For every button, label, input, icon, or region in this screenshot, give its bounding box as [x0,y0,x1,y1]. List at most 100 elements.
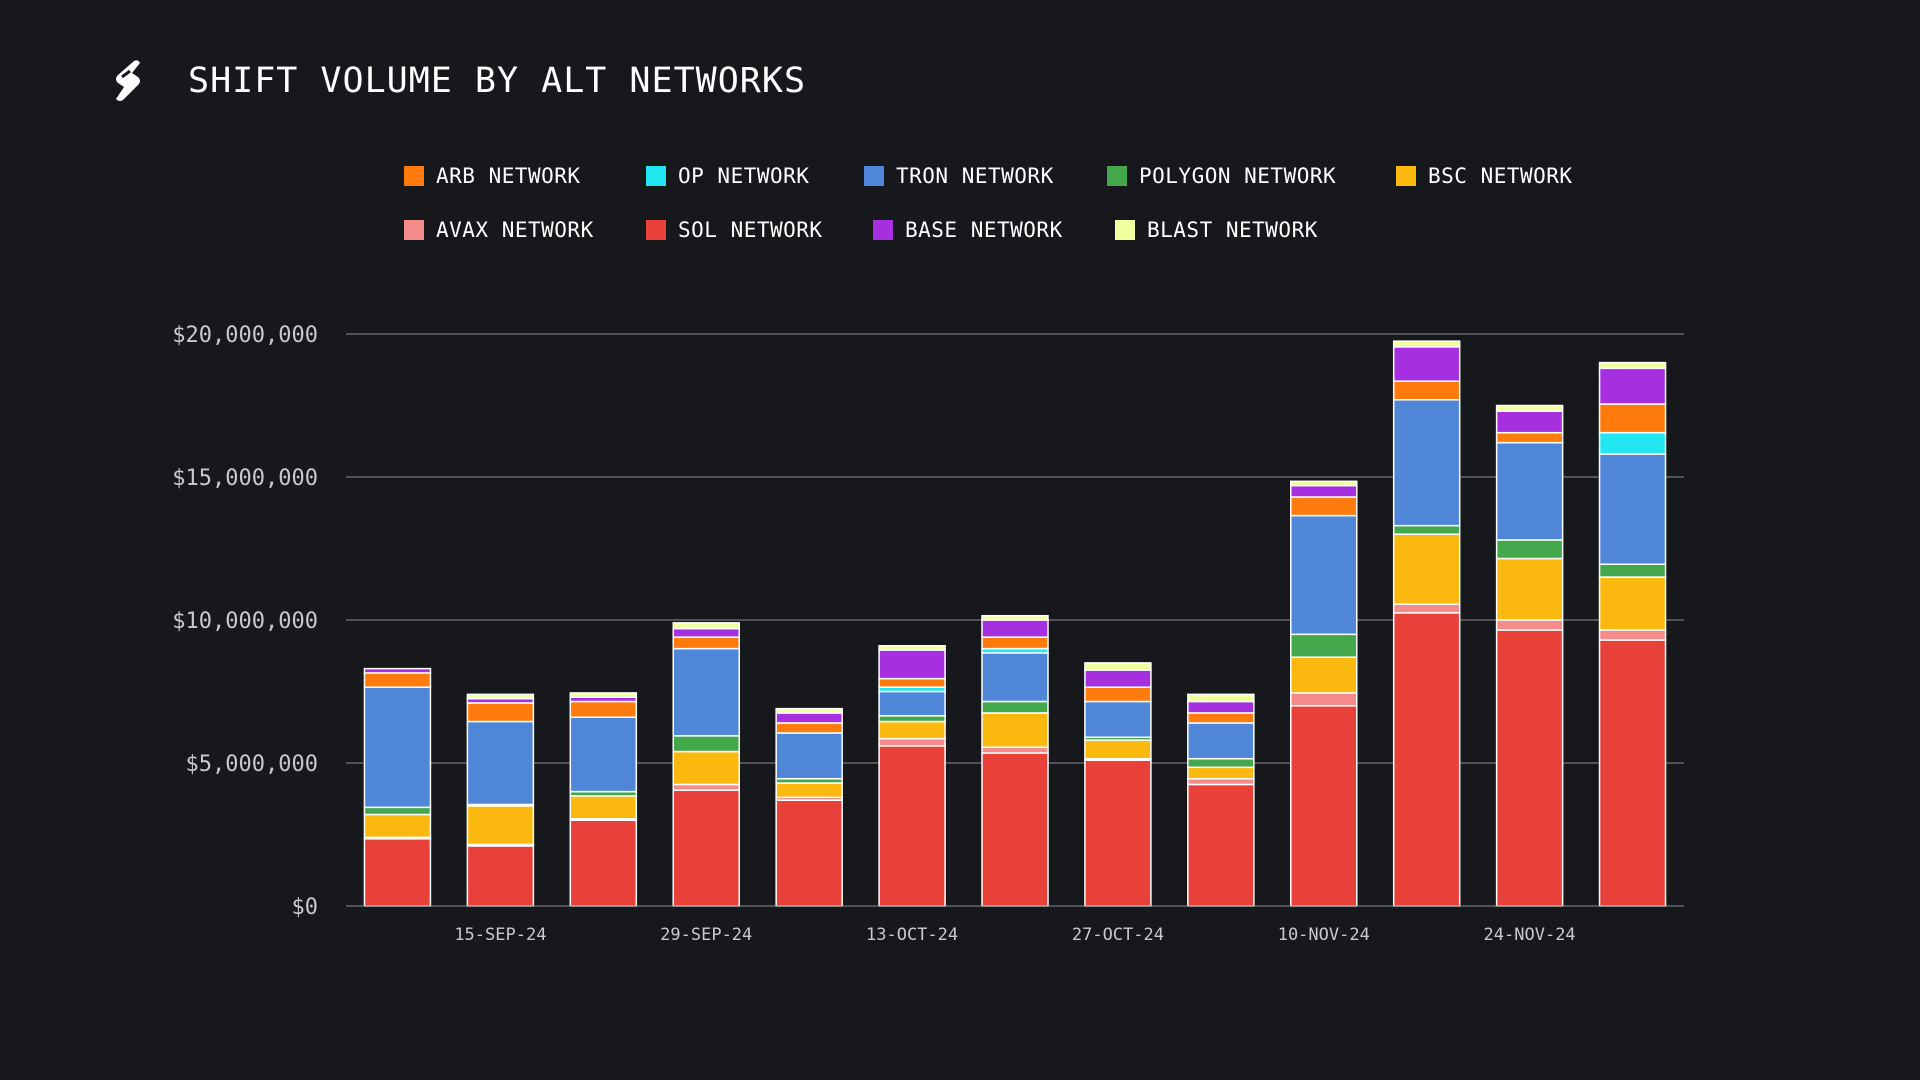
bar-segment[interactable] [878,644,946,651]
bar-segment[interactable] [466,805,535,846]
bar-segment[interactable] [1187,777,1255,786]
legend-item[interactable]: ARB NETWORK [404,156,581,196]
bar-segment[interactable] [981,636,1049,650]
bar-segment[interactable] [1495,557,1564,621]
bar-segment[interactable] [672,647,740,737]
bar-segment[interactable] [878,649,946,680]
bar-segment[interactable] [878,715,946,723]
bar-segment[interactable] [1598,563,1667,578]
bar-segment[interactable] [981,614,1049,621]
bar-segment[interactable] [878,690,946,717]
bar-segment[interactable] [1598,431,1667,455]
bar-segment[interactable] [466,720,535,806]
bar-segment[interactable] [1084,739,1152,760]
bar-segment[interactable] [672,783,740,791]
bar-segment[interactable] [1598,629,1667,641]
bar-segment[interactable] [1290,656,1358,694]
bar-segment[interactable] [775,732,843,780]
bar-segment[interactable] [1084,759,1152,907]
bar-segment[interactable] [1187,757,1255,769]
bar-segment[interactable] [1495,410,1564,434]
bar-segment[interactable] [1392,380,1461,401]
bar-segment[interactable] [1392,399,1461,527]
bar-segment[interactable] [981,700,1049,714]
bar-segment[interactable] [1392,533,1461,606]
bar-segment[interactable] [775,799,843,907]
bar-segment[interactable] [1598,367,1667,405]
bar-segment[interactable] [1598,361,1667,370]
bar-segment[interactable] [569,819,638,907]
bar-segment[interactable] [1187,722,1255,760]
bar-segment[interactable] [1187,700,1255,714]
bar-segment[interactable] [672,622,740,630]
bar-segment[interactable] [775,722,843,734]
bar-segment[interactable] [981,752,1049,907]
bar-segment[interactable] [1084,669,1152,688]
bar-segment[interactable] [1495,404,1564,412]
bar-segment[interactable] [1392,340,1461,348]
bar-segment[interactable] [466,845,535,907]
bar-segment[interactable] [1084,686,1152,703]
bar-segment[interactable] [1598,639,1667,907]
legend-item[interactable]: BASE NETWORK [873,210,1063,250]
bar-segment[interactable] [672,789,740,907]
bar-segment[interactable] [1495,441,1564,541]
bar-segment[interactable] [1392,612,1461,907]
bar-segment[interactable] [1290,692,1358,707]
bar-segment[interactable] [1187,693,1255,703]
bar-segment[interactable] [569,795,638,820]
bar-segment[interactable] [1187,766,1255,780]
bar-segment[interactable] [1290,496,1358,517]
bar-segment[interactable] [569,716,638,793]
bar-segment[interactable] [466,702,535,723]
bar-segment[interactable] [1495,431,1564,444]
bar-segment[interactable] [775,712,843,724]
bar-segment[interactable] [1290,484,1358,498]
bar-segment[interactable] [1290,480,1358,487]
bar-segment[interactable] [981,619,1049,638]
legend-item[interactable]: TRON NETWORK [864,156,1054,196]
bar-segment[interactable] [1598,403,1667,434]
bar-segment[interactable] [981,746,1049,754]
bar-segment[interactable] [878,737,946,747]
bar-segment[interactable] [363,672,432,688]
bar-segment[interactable] [672,636,740,650]
bar-segment[interactable] [1392,603,1461,614]
bar-segment[interactable] [1392,524,1461,535]
bar-segment[interactable] [775,707,843,714]
bar-segment[interactable] [1187,783,1255,907]
bar-segment[interactable] [981,652,1049,703]
bar-segment[interactable] [363,813,432,839]
legend-item[interactable]: SOL NETWORK [646,210,823,250]
bar-segment[interactable] [672,735,740,753]
bar-segment[interactable] [1290,514,1358,636]
bar-segment[interactable] [775,782,843,799]
bar-segment[interactable] [1290,633,1358,658]
bar-segment[interactable] [1598,453,1667,565]
bar-segment[interactable] [363,838,432,907]
bar-segment[interactable] [1495,619,1564,631]
bar-segment[interactable] [1084,662,1152,671]
bar-segment[interactable] [878,677,946,688]
legend-item[interactable]: POLYGON NETWORK [1107,156,1336,196]
bar-segment[interactable] [878,745,946,907]
legend-item[interactable]: AVAX NETWORK [404,210,594,250]
bar-segment[interactable] [1187,712,1255,724]
bar-segment[interactable] [1495,539,1564,560]
bar-segment[interactable] [569,700,638,718]
bar-segment[interactable] [466,693,535,700]
bar-segment[interactable] [1392,346,1461,382]
legend-item[interactable]: BSC NETWORK [1396,156,1573,196]
bar-segment[interactable] [672,627,740,638]
bar-segment[interactable] [363,667,432,674]
bar-segment[interactable] [672,750,740,786]
bar-segment[interactable] [363,686,432,809]
bar-segment[interactable] [1598,576,1667,631]
bar-segment[interactable] [1290,705,1358,907]
bar-segment[interactable] [363,806,432,816]
bar-segment[interactable] [1495,629,1564,907]
bar-segment[interactable] [878,720,946,740]
legend-item[interactable]: OP NETWORK [646,156,809,196]
legend-item[interactable]: BLAST NETWORK [1115,210,1318,250]
bar-segment[interactable] [981,712,1049,749]
